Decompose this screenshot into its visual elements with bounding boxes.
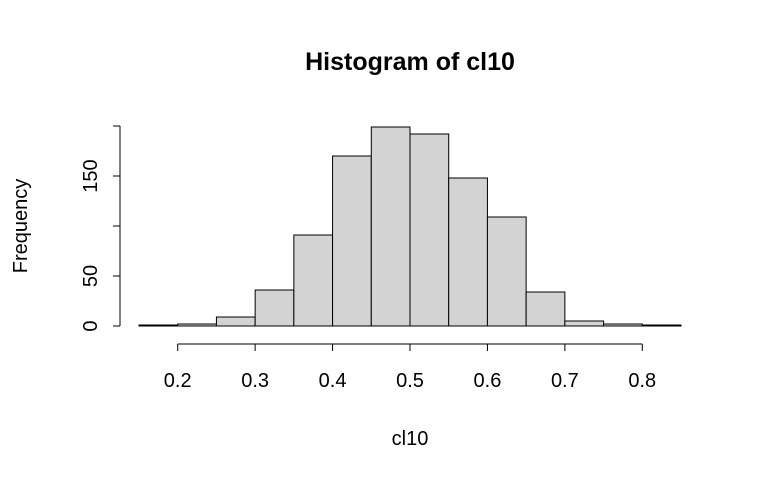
x-tick-label: 0.2 — [164, 370, 192, 392]
x-tick-label: 0.5 — [396, 370, 424, 392]
histogram-bar — [293, 234, 334, 327]
y-axis: 0 50 150 — [80, 125, 121, 332]
y-tick-label: 50 — [80, 265, 102, 287]
histogram-bar — [525, 291, 566, 327]
histogram-bar — [370, 126, 411, 327]
y-tick-label: 0 — [80, 320, 102, 331]
histogram-bar — [486, 216, 527, 327]
histogram-bar — [254, 289, 295, 327]
x-axis: 0.2 0.3 0.4 0.5 0.6 0.7 0.8 — [164, 343, 656, 392]
y-axis-label: Frequency — [10, 179, 32, 274]
histogram-bar — [409, 133, 450, 327]
x-axis-label: cl10 — [392, 428, 429, 450]
bars-group — [138, 126, 682, 327]
x-tick-label: 0.3 — [241, 370, 269, 392]
chart-title: Histogram of cl10 — [305, 48, 515, 76]
histogram-bar — [332, 155, 372, 327]
y-tick-label: 150 — [80, 159, 102, 192]
histogram-bar — [138, 324, 179, 327]
x-tick-label: 0.8 — [628, 370, 656, 392]
x-tick-label: 0.7 — [551, 370, 579, 392]
histogram-bar — [215, 316, 256, 327]
histogram-bar — [177, 323, 217, 327]
x-tick-label: 0.6 — [474, 370, 502, 392]
histogram-bar — [641, 324, 682, 327]
histogram-bar — [564, 320, 605, 327]
histogram-bar — [448, 177, 488, 327]
histogram-bar — [603, 323, 643, 327]
x-tick-label: 0.4 — [319, 370, 347, 392]
